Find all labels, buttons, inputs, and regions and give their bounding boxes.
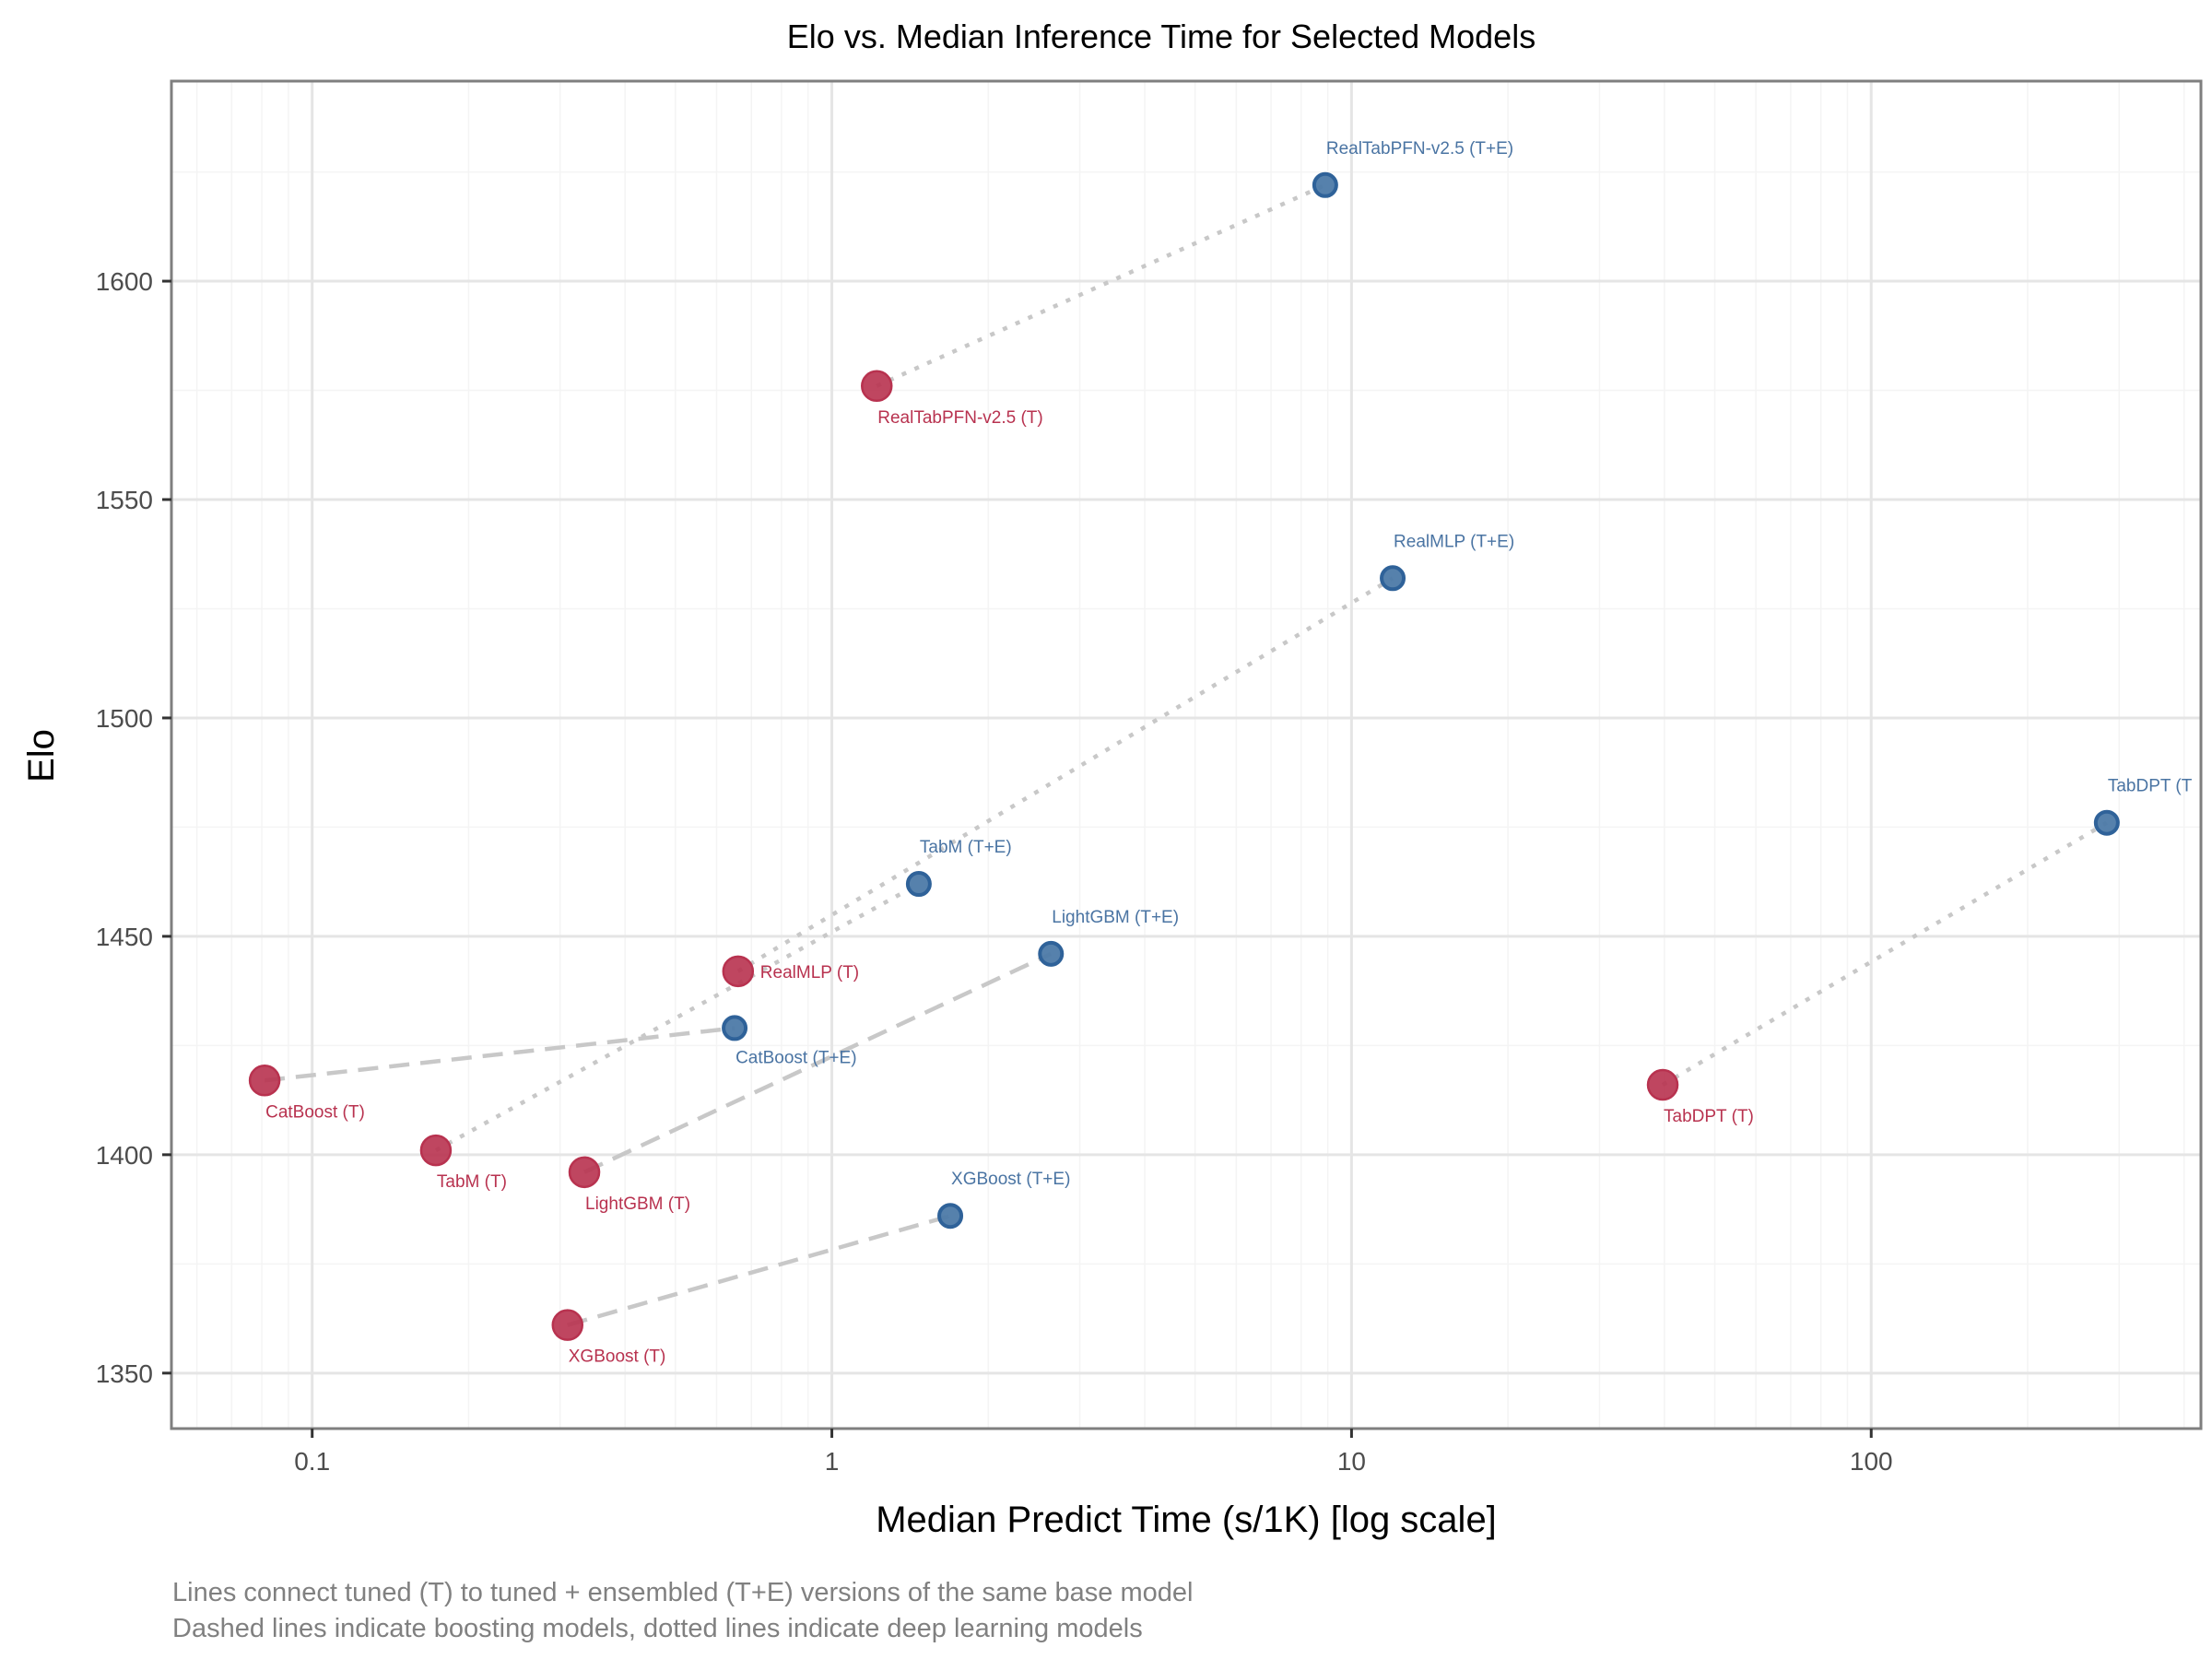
point-tuned-ensembled <box>1380 565 1406 592</box>
point-tuned-ensembled <box>937 1203 964 1230</box>
x-tick-label: 100 <box>1850 1447 1893 1476</box>
x-axis-ticks: 0.1 1 10 100 <box>294 1429 1893 1476</box>
point-label-tuned-ensembled: LightGBM (T+E) <box>1052 908 1179 927</box>
caption-line-2: Dashed lines indicate boosting models, d… <box>172 1614 1143 1643</box>
y-axis-title: Elo <box>21 729 62 782</box>
caption-line-1: Lines connect tuned (T) to tuned + ensem… <box>172 1578 1193 1607</box>
connector-realtabpfn-v2-5 <box>876 182 1326 388</box>
connector-tabm <box>434 882 920 1153</box>
point-tuned <box>419 1134 453 1167</box>
x-axis-title: Median Predict Time (s/1K) [log scale] <box>876 1500 1497 1540</box>
connector-xgboost <box>567 1214 951 1327</box>
point-label-tuned: LightGBM (T) <box>585 1194 690 1214</box>
y-tick-label: 1350 <box>96 1359 153 1388</box>
point-label-tuned-ensembled: RealTabPFN-v2.5 (T+E) <box>1326 139 1513 159</box>
point-label-tuned: RealMLP (T) <box>760 963 859 982</box>
data-points <box>248 171 2120 1341</box>
point-tuned <box>1646 1068 1679 1101</box>
y-tick-label: 1600 <box>96 267 153 296</box>
y-tick-label: 1450 <box>96 923 153 951</box>
point-tuned-ensembled <box>722 1015 748 1041</box>
point-label-tuned-ensembled: RealMLP (T+E) <box>1394 532 1514 551</box>
point-tuned <box>551 1309 584 1341</box>
point-label-tuned: CatBoost (T) <box>265 1102 365 1122</box>
y-tick-label: 1500 <box>96 704 153 733</box>
chart-title: Elo vs. Median Inference Time for Select… <box>787 18 1535 55</box>
point-label-tuned-ensembled: CatBoost (T+E) <box>735 1048 856 1067</box>
point-label-tuned: RealTabPFN-v2.5 (T) <box>877 408 1042 428</box>
point-tuned-ensembled <box>1038 940 1065 967</box>
panel-border <box>170 79 2203 1430</box>
point-tuned <box>248 1065 281 1097</box>
point-tuned <box>861 370 893 403</box>
point-label-tuned-ensembled: TabDPT (T <box>2108 777 2193 796</box>
y-tick-label: 1550 <box>96 486 153 514</box>
minor-gridlines <box>171 81 2201 1429</box>
point-tuned-ensembled <box>905 871 932 898</box>
point-tuned <box>568 1156 601 1189</box>
y-axis-ticks: 1350 1400 1450 1500 1550 1600 <box>96 267 171 1388</box>
connector-realmlp <box>736 576 1394 973</box>
connector-tabdpt <box>1661 820 2108 1087</box>
x-tick-label: 0.1 <box>294 1447 330 1476</box>
connector-lines <box>264 182 2108 1327</box>
point-label-tuned-ensembled: TabM (T+E) <box>920 838 1012 857</box>
point-tuned-ensembled <box>1312 171 1338 198</box>
connector-lightgbm <box>583 951 1053 1174</box>
point-label-tuned: TabM (T) <box>437 1172 507 1192</box>
connector-catboost <box>264 1026 735 1083</box>
point-tuned <box>722 955 755 988</box>
point-label-tuned: TabDPT (T) <box>1664 1107 1754 1126</box>
point-label-tuned-ensembled: XGBoost (T+E) <box>951 1170 1070 1189</box>
y-tick-label: 1400 <box>96 1141 153 1170</box>
major-gridlines <box>171 81 2201 1429</box>
point-labels: RealTabPFN-v2.5 (T) RealMLP (T) CatBoost (… <box>265 139 2193 1367</box>
x-tick-label: 10 <box>1337 1447 1366 1476</box>
point-tuned-ensembled <box>2093 809 2120 836</box>
x-tick-label: 1 <box>825 1447 840 1476</box>
point-label-tuned: XGBoost (T) <box>569 1347 666 1367</box>
